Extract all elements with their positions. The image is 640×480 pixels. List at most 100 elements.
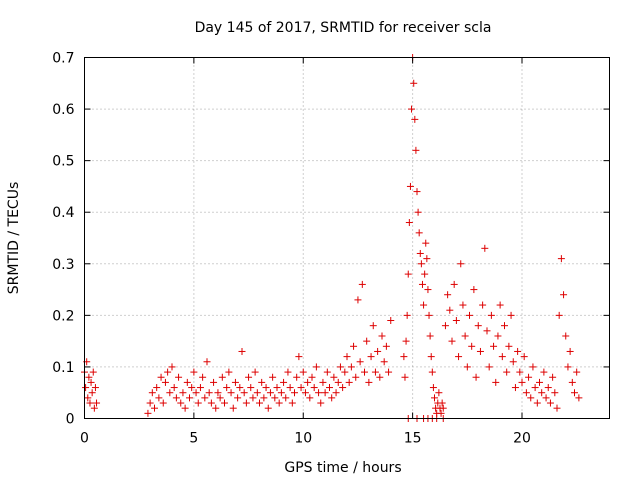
data-point <box>240 389 248 397</box>
data-point <box>553 404 561 412</box>
data-point <box>238 347 246 355</box>
x-tick-label: 20 <box>513 431 531 447</box>
data-point <box>378 332 386 340</box>
data-point <box>334 378 342 386</box>
data-point <box>225 368 233 376</box>
data-point <box>404 270 412 278</box>
x-tick-label: 10 <box>294 431 312 447</box>
data-point <box>234 394 242 402</box>
data-point <box>418 280 426 288</box>
data-point <box>457 260 465 268</box>
data-point <box>365 378 373 386</box>
data-point <box>439 404 447 412</box>
data-point <box>221 399 228 407</box>
data-point <box>483 327 491 335</box>
data-point <box>560 291 568 299</box>
data-point <box>542 394 550 402</box>
data-point <box>417 260 425 268</box>
data-point <box>463 363 471 371</box>
data-point <box>317 399 325 407</box>
data-point <box>566 347 574 355</box>
data-point <box>415 229 423 237</box>
data-point <box>146 399 154 407</box>
data-point <box>549 373 557 381</box>
data-point <box>297 384 305 392</box>
data-point <box>86 399 94 407</box>
data-point <box>387 317 395 325</box>
data-point <box>525 373 533 381</box>
data-point <box>533 399 541 407</box>
data-point <box>494 332 502 340</box>
y-tick-label: 0.1 <box>52 360 74 376</box>
plot-frame <box>84 57 610 419</box>
data-point <box>214 389 222 397</box>
data-point <box>339 384 347 392</box>
data-point <box>358 280 366 288</box>
data-point <box>216 394 224 402</box>
y-axis-label: SRMTID / TECUs <box>6 182 22 295</box>
data-point <box>382 342 390 350</box>
data-point <box>203 358 211 366</box>
data-point <box>450 280 458 288</box>
data-point <box>448 337 456 345</box>
data-point <box>249 394 257 402</box>
data-point <box>369 322 377 330</box>
data-point <box>271 394 279 402</box>
data-point <box>186 394 193 402</box>
data-point <box>403 311 411 319</box>
data-point <box>466 311 473 319</box>
data-point <box>181 404 189 412</box>
data-point <box>505 342 513 350</box>
data-point <box>229 404 237 412</box>
y-axis: 0 0.1 0.2 0.3 0.4 0.5 0.6 0.7 <box>52 51 610 428</box>
data-point <box>509 358 517 366</box>
data-point <box>531 384 539 392</box>
data-point <box>345 378 353 386</box>
data-point <box>472 373 480 381</box>
data-point <box>295 353 303 361</box>
data-point <box>352 373 360 381</box>
data-point <box>414 208 422 216</box>
data-point <box>423 255 431 263</box>
data-point <box>479 301 487 309</box>
data-point <box>492 378 500 386</box>
data-point <box>496 301 504 309</box>
data-point <box>380 358 388 366</box>
data-point <box>401 373 409 381</box>
data-point <box>319 378 327 386</box>
data-point <box>341 368 349 376</box>
data-point <box>385 368 393 376</box>
data-point <box>371 368 379 376</box>
data-point <box>161 378 169 386</box>
data-point <box>544 384 552 392</box>
data-point <box>555 311 563 319</box>
data-point <box>227 389 235 397</box>
data-point <box>446 306 454 314</box>
data-point <box>196 384 204 392</box>
data-point <box>438 399 446 407</box>
data-point <box>498 353 506 361</box>
data-point <box>301 389 309 397</box>
data-point <box>269 373 277 381</box>
data-point <box>507 311 515 319</box>
data-point <box>245 373 253 381</box>
x-tick-label: 0 <box>80 431 89 447</box>
data-point <box>194 399 202 407</box>
data-point <box>277 389 285 397</box>
data-point <box>282 394 290 402</box>
y-tick-label: 0.5 <box>52 154 74 170</box>
data-point <box>151 404 158 412</box>
data-point <box>205 389 213 397</box>
data-point <box>455 353 463 361</box>
data-point <box>468 342 476 350</box>
data-point <box>199 373 207 381</box>
data-point <box>275 399 283 407</box>
data-point <box>551 389 559 397</box>
data-point <box>315 389 323 397</box>
data-point <box>223 384 231 392</box>
data-point <box>328 394 336 402</box>
data-point <box>82 384 90 392</box>
data-point <box>459 301 467 309</box>
data-point <box>424 286 432 294</box>
data-point <box>210 378 218 386</box>
